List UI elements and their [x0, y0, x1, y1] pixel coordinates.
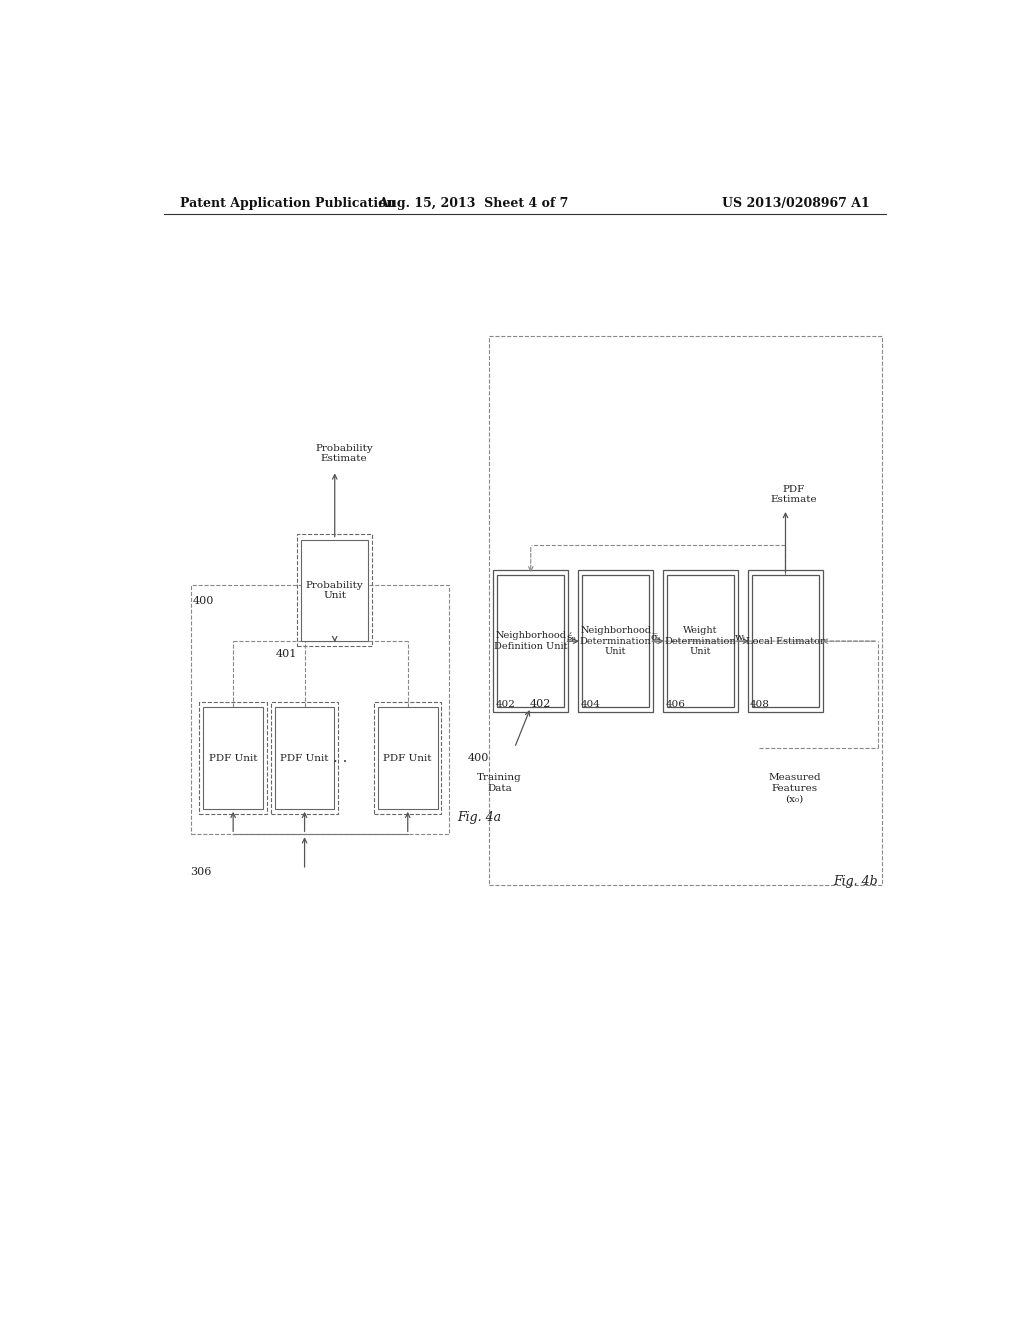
Text: Fig. 4b: Fig. 4b	[834, 875, 878, 888]
Text: Probability
Unit: Probability Unit	[306, 581, 364, 601]
Text: PDF Unit: PDF Unit	[384, 754, 432, 763]
Text: Weight
Determination
Unit: Weight Determination Unit	[665, 626, 736, 656]
Text: . .: . .	[333, 751, 347, 766]
Text: 402: 402	[496, 701, 515, 709]
Bar	[582, 576, 649, 708]
Text: 401: 401	[275, 649, 297, 659]
Bar	[752, 576, 819, 708]
Text: Local Estimator: Local Estimator	[746, 636, 825, 645]
Text: Fig. 4a: Fig. 4a	[458, 812, 502, 824]
Bar	[191, 585, 450, 834]
Text: US 2013/0208967 A1: US 2013/0208967 A1	[722, 197, 870, 210]
Bar	[274, 708, 334, 809]
Bar	[494, 570, 568, 713]
Bar	[667, 576, 734, 708]
Text: śₚ: śₚ	[566, 634, 575, 643]
Bar	[270, 702, 338, 814]
Text: PDF
Estimate: PDF Estimate	[770, 484, 817, 504]
Text: Training
Data: Training Data	[477, 774, 522, 793]
Text: 406: 406	[666, 701, 685, 709]
Bar	[374, 702, 441, 814]
Text: 400: 400	[194, 595, 214, 606]
Text: PDF Unit: PDF Unit	[209, 754, 257, 763]
Bar	[301, 540, 369, 642]
Bar	[748, 570, 823, 713]
Bar	[489, 337, 882, 886]
Bar	[578, 570, 653, 713]
Text: 404: 404	[581, 701, 600, 709]
Text: Neighborhood
Definition Unit: Neighborhood Definition Unit	[494, 631, 567, 651]
Bar	[200, 702, 267, 814]
Text: 400: 400	[468, 754, 489, 763]
Bar	[378, 708, 437, 809]
Text: Aug. 15, 2013  Sheet 4 of 7: Aug. 15, 2013 Sheet 4 of 7	[378, 197, 568, 210]
Text: Measured
Features
(x₀): Measured Features (x₀)	[768, 774, 821, 803]
Bar	[497, 576, 564, 708]
Text: σ̅ₛ: σ̅ₛ	[650, 634, 662, 643]
Text: Neighborhood
Determination
Unit: Neighborhood Determination Unit	[580, 626, 651, 656]
Text: wᵢ: wᵢ	[735, 634, 746, 643]
Text: Patent Application Publication: Patent Application Publication	[179, 197, 395, 210]
Bar	[297, 535, 373, 647]
Text: PDF Unit: PDF Unit	[281, 754, 329, 763]
Text: 306: 306	[190, 867, 211, 876]
Text: 402: 402	[529, 700, 551, 709]
Text: 408: 408	[751, 701, 770, 709]
Bar	[663, 570, 738, 713]
Text: Probability
Estimate: Probability Estimate	[315, 444, 373, 463]
Bar	[204, 708, 263, 809]
